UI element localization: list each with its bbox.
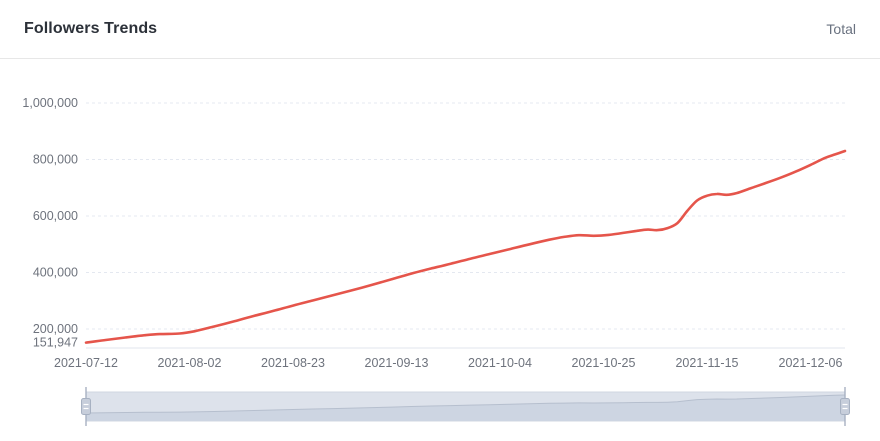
y-axis-tick-label: 600,000	[33, 209, 78, 223]
y-axis-tick-label: 151,947	[33, 336, 78, 350]
x-axis-tick-label: 2021-09-13	[365, 356, 429, 370]
followers-line-series[interactable]	[84, 149, 847, 344]
y-axis-tick-label: 1,000,000	[22, 96, 78, 110]
datazoom-right-handle[interactable]	[840, 387, 850, 426]
y-axis-tick-label: 800,000	[33, 153, 78, 167]
y-gridlines	[86, 102, 845, 330]
datazoom-shadow-line	[85, 394, 846, 414]
x-axis-tick-label: 2021-10-04	[468, 356, 532, 370]
datazoom-data-shadow	[86, 395, 845, 421]
x-axis-tick-label: 2021-11-15	[675, 356, 738, 370]
y-axis-tick-label: 200,000	[33, 322, 78, 336]
x-axis-tick-label: 2021-10-25	[572, 356, 636, 370]
page-title: Followers Trends	[24, 20, 158, 37]
y-axis-labels: 1,000,000 800,000 600,000 400,000 200,000151…	[22, 96, 78, 350]
x-axis-tick-label: 2021-08-02	[158, 356, 222, 370]
datazoom-handle-grip-icon	[81, 398, 91, 415]
y-axis-tick-label: 400,000	[33, 266, 78, 280]
legend-item-total[interactable]: Total	[826, 21, 856, 37]
x-axis-labels: 2021-07-12 2021-08-02 2021-08-23 2021-09-13…	[54, 356, 842, 370]
x-axis-tick-label: 2021-08-23	[261, 356, 325, 370]
datazoom-slider[interactable]	[81, 387, 850, 426]
datazoom-handle-grip-icon	[840, 398, 850, 415]
x-axis-tick-label: 2021-07-12	[54, 356, 118, 370]
datazoom-left-handle[interactable]	[81, 387, 91, 426]
x-axis-tick-label: 2021-12-06	[779, 356, 843, 370]
card-header: Followers Trends Total	[0, 0, 880, 59]
